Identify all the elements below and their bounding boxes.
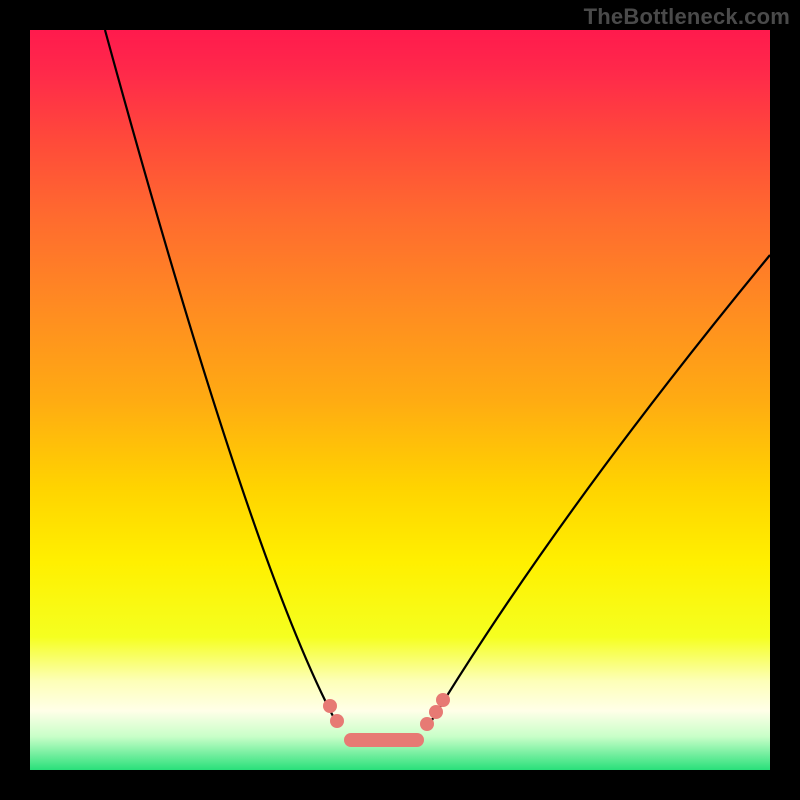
curve-marker bbox=[330, 714, 344, 728]
curve-marker bbox=[323, 699, 337, 713]
curve-left-branch bbox=[105, 30, 335, 720]
curve-marker bbox=[436, 693, 450, 707]
watermark-text: TheBottleneck.com bbox=[584, 4, 790, 30]
curve-marker bbox=[429, 705, 443, 719]
curve-layer bbox=[0, 0, 800, 800]
chart-frame: TheBottleneck.com bbox=[0, 0, 800, 800]
curve-marker-bar bbox=[344, 733, 424, 747]
curve-right-branch bbox=[432, 255, 770, 720]
curve-marker bbox=[420, 717, 434, 731]
marker-group bbox=[323, 693, 450, 747]
